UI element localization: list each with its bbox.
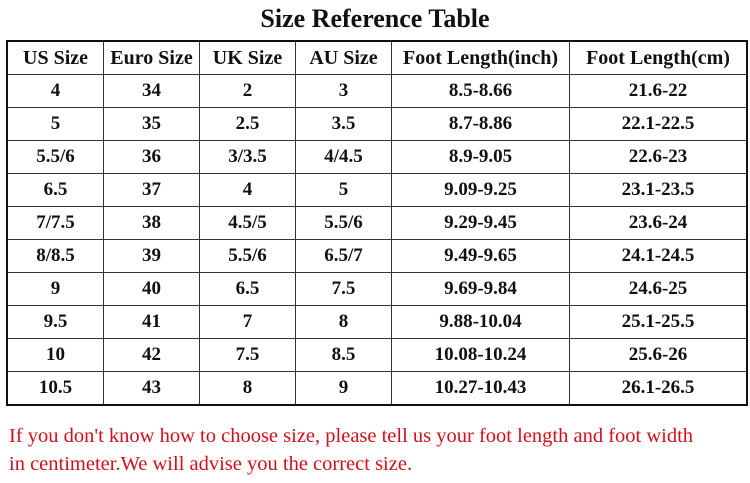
- table-cell: 22.6-23: [569, 140, 748, 174]
- table-row: 9 40 6.5 7.5 9.69-9.84 24.6-25: [6, 272, 748, 306]
- header-row: US Size Euro Size UK Size AU Size Foot Lengt…: [6, 40, 748, 75]
- table-cell: 9.69-9.84: [391, 272, 570, 306]
- table-cell: 5.5/6: [6, 140, 104, 174]
- table-cell: 38: [103, 206, 200, 240]
- column-header: AU Size: [295, 40, 392, 75]
- table-row: 10 42 7.5 8.5 10.08-10.24 25.6-26: [6, 338, 748, 372]
- table-cell: 10.5: [6, 371, 104, 406]
- table-cell: 10: [6, 338, 104, 372]
- table-row: 9.5 41 7 8 9.88-10.04 25.1-25.5: [6, 305, 748, 339]
- table-cell: 9.88-10.04: [391, 305, 570, 339]
- table-cell: 6.5: [6, 173, 104, 207]
- column-header: Foot Length(cm): [569, 40, 748, 75]
- table-cell: 5: [295, 173, 392, 207]
- table-cell: 3/3.5: [199, 140, 296, 174]
- table-cell: 35: [103, 107, 200, 141]
- table-cell: 26.1-26.5: [569, 371, 748, 406]
- table-cell: 9.49-9.65: [391, 239, 570, 273]
- table-cell: 24.1-24.5: [569, 239, 748, 273]
- table-cell: 6.5/7: [295, 239, 392, 273]
- table-cell: 4/4.5: [295, 140, 392, 174]
- table-cell: 7.5: [199, 338, 296, 372]
- column-header: Euro Size: [103, 40, 200, 75]
- table-cell: 43: [103, 371, 200, 406]
- table-cell: 3.5: [295, 107, 392, 141]
- table-cell: 25.1-25.5: [569, 305, 748, 339]
- table-title: Size Reference Table: [260, 4, 490, 33]
- table-cell: 8/8.5: [6, 239, 104, 273]
- table-cell: 7/7.5: [6, 206, 104, 240]
- size-table: US Size Euro Size UK Size AU Size Foot Lengt…: [6, 40, 748, 406]
- table-cell: 6.5: [199, 272, 296, 306]
- table-cell: 9: [6, 272, 104, 306]
- table-row: 4 34 2 3 8.5-8.66 21.6-22: [6, 74, 748, 108]
- table-cell: 21.6-22: [569, 74, 748, 108]
- table-cell: 9: [295, 371, 392, 406]
- column-header: UK Size: [199, 40, 296, 75]
- table-cell: 2.5: [199, 107, 296, 141]
- column-header: Foot Length(inch): [391, 40, 570, 75]
- table-cell: 2: [199, 74, 296, 108]
- table-cell: 25.6-26: [569, 338, 748, 372]
- size-advice-note: If you don't know how to choose size, pl…: [9, 422, 744, 478]
- table-cell: 7: [199, 305, 296, 339]
- table-cell: 4.5/5: [199, 206, 296, 240]
- table-cell: 4: [6, 74, 104, 108]
- table-row: 10.5 43 8 9 10.27-10.43 26.1-26.5: [6, 371, 748, 406]
- table-cell: 8.9-9.05: [391, 140, 570, 174]
- table-cell: 8.7-8.86: [391, 107, 570, 141]
- table-cell: 24.6-25: [569, 272, 748, 306]
- table-cell: 9.29-9.45: [391, 206, 570, 240]
- table-cell: 40: [103, 272, 200, 306]
- table-cell: 8: [199, 371, 296, 406]
- table-row: 5 35 2.5 3.5 8.7-8.86 22.1-22.5: [6, 107, 748, 141]
- table-cell: 5.5/6: [199, 239, 296, 273]
- table-cell: 22.1-22.5: [569, 107, 748, 141]
- table-cell: 9.09-9.25: [391, 173, 570, 207]
- table-cell: 5: [6, 107, 104, 141]
- table-row: 6.5 37 4 5 9.09-9.25 23.1-23.5: [6, 173, 748, 207]
- table-cell: 5.5/6: [295, 206, 392, 240]
- table-cell: 4: [199, 173, 296, 207]
- table-cell: 7.5: [295, 272, 392, 306]
- table-cell: 8.5: [295, 338, 392, 372]
- table-row: 5.5/6 36 3/3.5 4/4.5 8.9-9.05 22.6-23: [6, 140, 748, 174]
- table-cell: 10.08-10.24: [391, 338, 570, 372]
- table-cell: 42: [103, 338, 200, 372]
- table-cell: 9.5: [6, 305, 104, 339]
- table-cell: 23.6-24: [569, 206, 748, 240]
- table-cell: 8.5-8.66: [391, 74, 570, 108]
- note-line: in centimeter.We will advise you the cor…: [9, 453, 413, 475]
- table-cell: 34: [103, 74, 200, 108]
- table-cell: 10.27-10.43: [391, 371, 570, 406]
- table-cell: 36: [103, 140, 200, 174]
- table-row: 7/7.5 38 4.5/5 5.5/6 9.29-9.45 23.6-24: [6, 206, 748, 240]
- table-cell: 8: [295, 305, 392, 339]
- table-row: 8/8.5 39 5.5/6 6.5/7 9.49-9.65 24.1-24.5: [6, 239, 748, 273]
- table-cell: 23.1-23.5: [569, 173, 748, 207]
- table-cell: 41: [103, 305, 200, 339]
- table-cell: 37: [103, 173, 200, 207]
- table-cell: 39: [103, 239, 200, 273]
- note-line: If you don't know how to choose size, pl…: [9, 425, 694, 447]
- column-header: US Size: [6, 40, 104, 75]
- table-cell: 3: [295, 74, 392, 108]
